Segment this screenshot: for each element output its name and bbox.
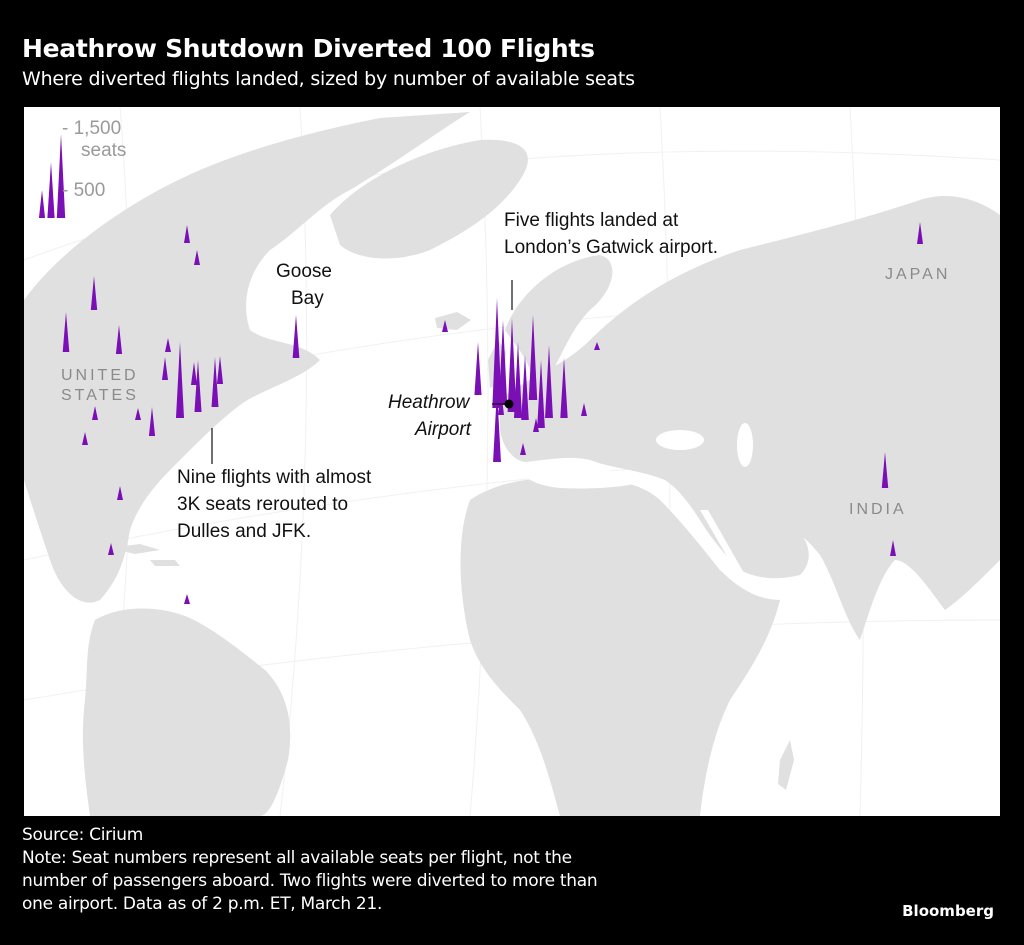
note-line-3: one airport. Data as of 2 p.m. ET, March… xyxy=(22,894,383,914)
legend-unit-label: seats xyxy=(81,140,127,161)
bloomberg-logo: Bloomberg xyxy=(902,902,994,920)
flight-spike xyxy=(148,407,156,436)
goose-bay-label-1: Goose xyxy=(276,261,332,282)
flight-spike xyxy=(216,356,224,384)
us-annotation-3: Dulles and JFK. xyxy=(177,521,312,542)
flight-spike xyxy=(292,315,300,358)
flight-spike xyxy=(890,540,896,556)
flight-spike xyxy=(528,315,538,400)
heathrow-label-2: Airport xyxy=(415,419,471,440)
flight-spike xyxy=(211,357,219,407)
flight-spike xyxy=(881,452,889,488)
flight-spike xyxy=(184,225,190,243)
flight-spike xyxy=(560,358,568,418)
flight-spike xyxy=(917,222,923,244)
flight-spike xyxy=(581,403,587,416)
flight-spike xyxy=(498,320,508,405)
flight-spikes xyxy=(38,134,923,604)
flight-spike xyxy=(191,362,197,385)
goose-bay-label-2: Bay xyxy=(291,288,324,309)
flight-spike xyxy=(175,342,185,418)
flight-spike xyxy=(92,406,98,420)
flight-spike xyxy=(82,432,88,445)
country-label-us-line2: STATES xyxy=(61,387,139,404)
flight-spike xyxy=(108,543,114,555)
flight-spike xyxy=(184,594,190,604)
legend-max-label: - 1,500 xyxy=(62,118,122,139)
flight-spike xyxy=(533,418,539,432)
world-map xyxy=(24,107,1000,816)
country-label-us-line1: UNITED xyxy=(61,367,139,384)
us-annotation-2: 3K seats rerouted to xyxy=(177,494,349,515)
seas xyxy=(520,423,753,582)
flight-spike xyxy=(474,342,482,395)
chart-title: Heathrow Shutdown Diverted 100 Flights xyxy=(22,34,595,63)
source-text: Source: Cirium xyxy=(22,825,143,845)
flight-spike xyxy=(513,342,523,418)
map-panel: - 1,500 seats - 500 UNITED STATES JAPAN … xyxy=(24,107,1000,816)
flight-spike xyxy=(537,360,545,428)
us-annotation-1: Nine flights with almost xyxy=(177,467,372,488)
heathrow-label-1: Heathrow xyxy=(388,392,470,413)
flight-spike xyxy=(165,338,171,352)
country-label-japan: JAPAN xyxy=(885,266,951,283)
note-line-1: Note: Seat numbers represent all availab… xyxy=(22,848,572,868)
south-america xyxy=(82,608,291,816)
flight-spike xyxy=(498,390,504,415)
note-line-2: number of passengers aboard. Two flights… xyxy=(22,871,598,891)
chart-subtitle: Where diverted flights landed, sized by … xyxy=(22,68,635,90)
gatwick-annotation-2: London’s Gatwick airport. xyxy=(504,237,719,258)
flight-spike xyxy=(62,312,70,352)
flight-spike xyxy=(492,298,502,408)
heathrow-marker xyxy=(504,399,514,409)
footer-notes: Source: Cirium Note: Seat numbers repres… xyxy=(22,824,598,916)
legend-spike xyxy=(56,134,66,218)
flight-spike xyxy=(442,320,448,332)
flight-spike xyxy=(117,486,123,500)
flight-spike xyxy=(545,345,553,418)
flight-spike xyxy=(507,318,517,412)
flight-spike xyxy=(162,357,168,380)
flight-spike xyxy=(493,390,501,462)
flight-spike xyxy=(521,355,529,420)
gatwick-annotation-1: Five flights landed at xyxy=(504,210,679,231)
legend-spike xyxy=(47,162,55,218)
legend-spike xyxy=(38,190,46,218)
flight-spike xyxy=(115,325,123,354)
north-america xyxy=(24,112,470,603)
flight-spike xyxy=(194,360,202,412)
flight-spike xyxy=(594,342,600,350)
africa xyxy=(460,478,780,816)
legend-mid-label: - 500 xyxy=(62,180,106,201)
greenland xyxy=(330,139,528,259)
land xyxy=(24,112,1000,816)
flight-spike xyxy=(90,276,98,310)
country-label-india: INDIA xyxy=(849,501,907,518)
flight-spike xyxy=(194,250,200,265)
flight-spike xyxy=(135,408,141,420)
flight-spike xyxy=(520,443,526,455)
eurasia xyxy=(499,195,1000,641)
